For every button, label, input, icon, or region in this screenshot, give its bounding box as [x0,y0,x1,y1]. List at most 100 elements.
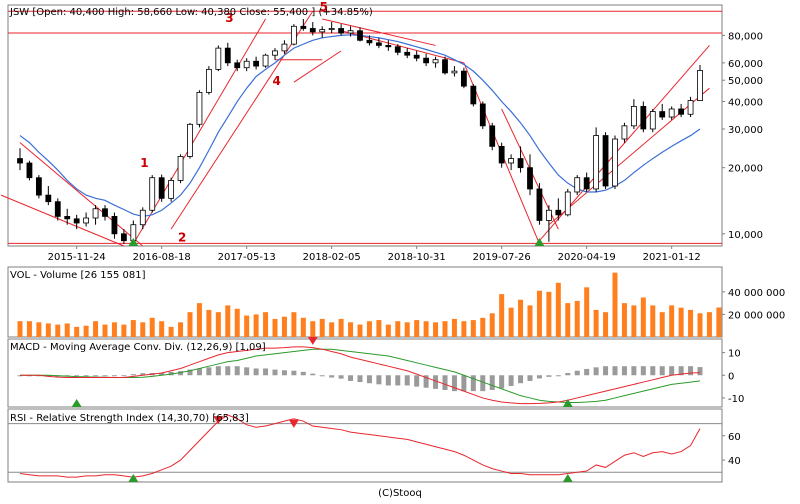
volume-bar [536,290,542,337]
volume-bar [253,314,259,337]
candle-body-down [64,216,71,220]
price-y-tick-label: 80,000 [728,31,763,42]
candle-body-down [536,188,543,221]
volume-bar [329,322,335,337]
candle-body-down [17,158,23,164]
macd-histogram-bar [414,375,420,387]
volume-bar [168,326,174,337]
candle [489,122,496,151]
volume-bar [385,324,391,337]
candle-body-up [574,177,581,193]
candle-body-down [26,162,33,179]
volume-bar [706,312,712,337]
volume-layer [17,272,722,337]
candle [545,205,552,242]
candle [442,56,448,75]
volume-bar [17,321,23,337]
rsi-panel-header: RSI - Relative Strength Index (14,30,70)… [10,413,249,424]
candle [149,175,156,213]
volume-bar [187,312,193,337]
candle-body-down [659,111,666,118]
volume-bar [688,309,694,337]
candle [111,212,118,239]
candle [527,154,533,196]
volume-bar [669,305,675,337]
macd-histogram-bar [348,375,354,381]
volume-bar [395,321,401,337]
candle-body-up [347,30,354,34]
volume-bar [130,320,136,337]
candle [517,146,524,173]
macd-histogram-bar [234,366,240,376]
candle [366,35,373,46]
macd-line [20,346,701,405]
volume-bar [546,291,552,337]
price-y-tick-label: 50,000 [728,76,763,87]
candle [262,53,269,68]
candle [54,198,61,221]
candle-body-down [470,85,477,105]
candle [649,108,656,133]
candle-body-up [290,25,297,45]
candle [35,175,42,199]
grid-layer [76,34,725,461]
candle-body-down [394,46,401,53]
macd-histogram-bar [461,375,467,392]
volume-bar [640,297,646,337]
candle [432,56,439,68]
candle [451,66,458,77]
volume-bar [565,303,571,337]
volume-bar [518,299,524,337]
macd-histogram-bar [518,375,524,384]
candle [215,45,222,72]
volume-panel-header: VOL - Volume [26 155 081] [10,270,146,281]
volume-bar [366,321,372,337]
volume-bar [527,305,533,337]
macd-histogram-bar [263,368,269,376]
macd-histogram-bar [215,366,221,376]
price-y-tick-label: 10,000 [728,230,763,241]
candle [168,177,175,202]
candle-body-up [196,92,203,125]
price-x-tick-label: 2016-08-18 [133,252,191,263]
chart-panels [7,4,723,483]
macd-histogram-bar [603,366,609,376]
candle [300,18,307,31]
candle [347,26,354,37]
volume-bar [196,303,202,337]
price-x-tick-label: 2019-07-26 [473,252,531,263]
candle-body-up [432,59,439,64]
candle-body-up [328,28,335,31]
candle [404,48,411,59]
candle-body-down [385,45,392,48]
volume-bar [36,322,42,337]
candle [640,101,647,133]
candle-body-down [442,59,448,74]
price-x-tick-label: 2020-04-19 [558,252,616,263]
candle [555,198,562,221]
macd-histogram-bar [130,374,136,376]
vol-panel-frame [7,266,723,338]
candle-body-up [281,43,288,52]
macd-histogram-bar [140,373,146,376]
rsi-y-tick-label: 60 [728,432,741,443]
candle [73,214,80,230]
pattern-annotation-number: 1 [140,156,148,170]
macd-histogram-bar [83,375,89,377]
buy-signal-marker [562,399,573,407]
volume-bar [178,322,184,337]
macd-histogram-bar [659,366,665,376]
copyright-footer: (C)Stooq [378,488,422,499]
candle [668,106,675,120]
macd-histogram-bar [196,368,202,376]
volume-bar [244,315,250,337]
trend-line [293,50,342,83]
pattern-annotation-number: 3 [225,11,233,25]
candle-body-down [489,125,496,147]
sell-signal-marker [307,336,318,345]
candle [602,132,609,189]
macd-histogram-bar [178,371,184,376]
volume-bar [111,322,117,337]
macd-histogram-bar [102,375,108,377]
volume-bar [442,321,448,337]
